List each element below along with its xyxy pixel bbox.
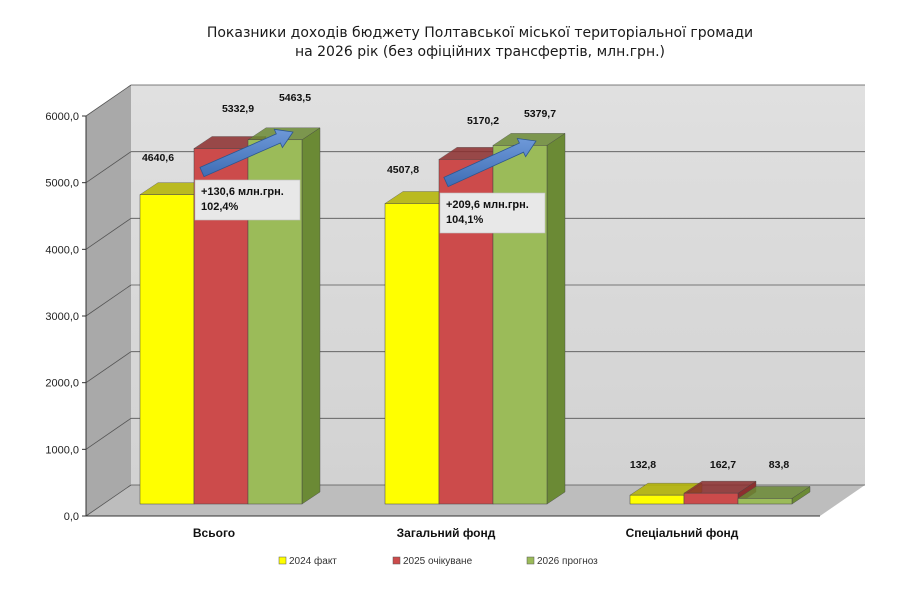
legend-item: 2025 очікуване: [392, 556, 473, 567]
data-label: 162,7: [710, 459, 736, 471]
trend-arrow-icon: [443, 138, 537, 188]
data-label: 5379,7: [524, 108, 556, 120]
y-tick-label: 6000,0: [45, 111, 79, 123]
y-tick-label: 1000,0: [45, 444, 79, 456]
gridline-side: [85, 351, 132, 383]
legend-swatch: [526, 556, 535, 565]
data-labels-layer: 4640,6 4507,8 132,8 5332,9 5170,2 162,7 5463,5…: [142, 92, 789, 471]
bar-side: [546, 132, 566, 505]
legend-swatch: [278, 556, 287, 565]
data-label: 4507,8: [387, 164, 419, 176]
callout-text: +209,6 млн.грн.: [446, 199, 529, 211]
y-tick-label: 4000,0: [45, 244, 79, 256]
legend: 2024 факт 2025 очікуване 2026 прогноз: [278, 555, 598, 567]
x-axis: Всього Загальний фонд Спеціальний фонд: [193, 526, 739, 540]
bar-front: [384, 203, 440, 505]
callout-box: [194, 179, 301, 221]
gridline-side: [85, 218, 132, 250]
data-label: 4640,6: [142, 152, 174, 164]
trend-arrow-icon: [199, 128, 294, 178]
category-label: Загальний фонд: [397, 526, 496, 540]
bar-front: [683, 492, 739, 505]
bar-side: [301, 127, 321, 505]
y-tick-label: 0,0: [64, 511, 79, 523]
callout-text: +130,6 млн.грн.: [201, 186, 284, 198]
category-label: Всього: [193, 526, 235, 540]
data-label: 83,8: [769, 459, 790, 471]
y-tick-label: 2000,0: [45, 378, 79, 390]
callout-text: 104,1%: [446, 214, 484, 226]
gridline-side: [85, 84, 132, 117]
bars-layer: [139, 127, 811, 505]
y-tick-label: 3000,0: [45, 311, 79, 323]
gridline-side: [85, 418, 132, 450]
y-tick-label: 5000,0: [45, 178, 79, 190]
bar-front: [737, 498, 793, 505]
legend-label: 2026 прогноз: [537, 556, 598, 567]
legend-item: 2024 факт: [278, 555, 337, 567]
legend-label: 2024 факт: [289, 555, 337, 567]
bar: [492, 132, 566, 505]
legend-swatch: [392, 556, 401, 565]
data-label: 5170,2: [467, 115, 499, 127]
callout-box: [439, 192, 546, 234]
data-label: 132,8: [630, 459, 656, 471]
gridline-side: [85, 484, 132, 517]
y-axis: 0,0 1000,0 2000,0 3000,0 4000,0 5000,0 6000,0: [45, 111, 820, 523]
chart-title-line-2: на 2026 рік (без офіційних трансфертів, …: [295, 44, 665, 60]
category-label: Спеціальний фонд: [626, 526, 739, 540]
data-label: 5463,5: [279, 92, 311, 104]
callout-text: 102,4%: [201, 201, 239, 213]
legend-label: 2025 очікуване: [403, 556, 473, 567]
bar: [737, 486, 811, 505]
chart-title-line-1: Показники доходів бюджету Полтавської мі…: [207, 25, 753, 41]
bar-front: [629, 494, 685, 505]
gridline-side: [85, 151, 132, 183]
bar-front: [139, 194, 195, 505]
legend-item: 2026 прогноз: [526, 556, 598, 567]
gridline-side: [85, 284, 132, 317]
annotations-layer: +130,6 млн.грн. 102,4% +209,6 млн.грн. 104,…: [194, 128, 546, 234]
data-label: 5332,9: [222, 103, 254, 115]
